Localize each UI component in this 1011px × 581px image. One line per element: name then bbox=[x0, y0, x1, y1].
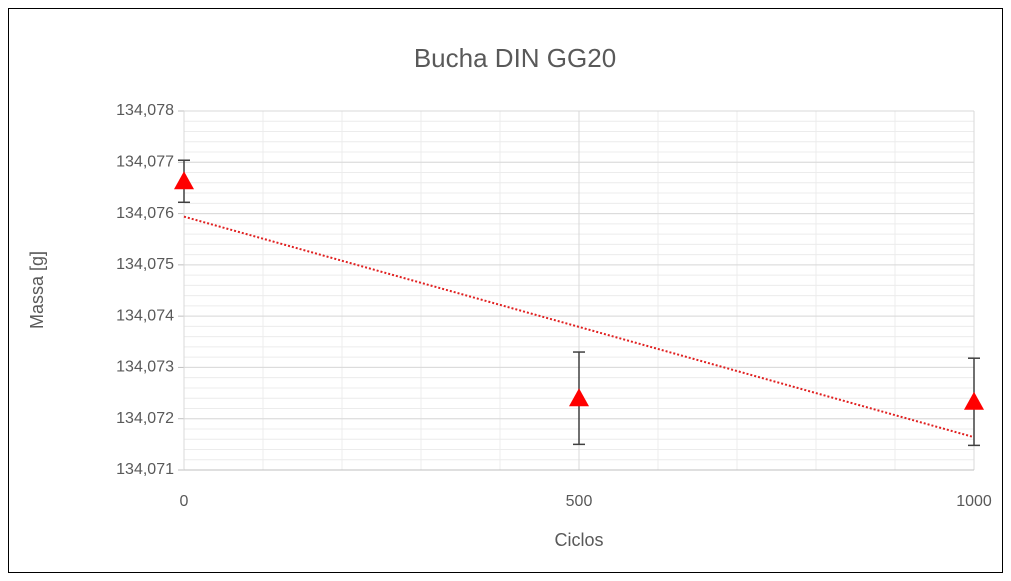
trendline bbox=[183, 215, 975, 439]
y-axis-label: Massa [g] bbox=[27, 251, 47, 329]
y-tick-label: 134,073 bbox=[116, 359, 174, 376]
marker bbox=[174, 171, 194, 190]
y-tick-label: 134,072 bbox=[116, 410, 174, 427]
y-tick-label: 134,075 bbox=[116, 256, 174, 273]
chart-title: Bucha DIN GG20 bbox=[414, 43, 616, 73]
x-tick-label: 1000 bbox=[956, 493, 992, 510]
x-axis-label: Ciclos bbox=[554, 530, 603, 550]
y-tick-label: 134,074 bbox=[116, 307, 174, 324]
chart-border bbox=[8, 8, 1003, 573]
x-tick-label: 0 bbox=[180, 493, 189, 510]
y-tick-label: 134,077 bbox=[116, 154, 174, 171]
x-tick-label: 500 bbox=[566, 493, 593, 510]
y-tick-label: 134,071 bbox=[116, 461, 174, 478]
marker bbox=[964, 391, 984, 410]
y-tick-label: 134,076 bbox=[116, 205, 174, 222]
marker bbox=[569, 388, 589, 407]
y-tick-label: 134,078 bbox=[116, 102, 174, 119]
